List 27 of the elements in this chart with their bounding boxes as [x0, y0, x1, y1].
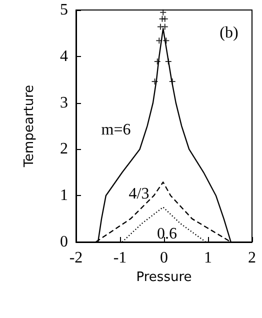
- y-axis-title: Tempearture: [22, 84, 37, 168]
- y-tick-label: 4: [60, 48, 68, 65]
- point: [156, 37, 163, 44]
- annotation: m=6: [101, 122, 131, 138]
- y-tick-label: 5: [60, 2, 68, 18]
- x-tick-label: -1: [113, 250, 127, 266]
- y-tick-label: 2: [60, 140, 68, 158]
- point: [161, 23, 168, 30]
- annotation: 4/3: [128, 186, 150, 202]
- x-axis-title: Pressure: [136, 270, 192, 285]
- point: [156, 23, 164, 30]
- y-tick-label: 0: [60, 234, 68, 250]
- x-tick-label: -2: [69, 250, 83, 266]
- point: [161, 15, 168, 22]
- annotation: (b): [220, 24, 238, 42]
- y-tick-label: 1: [60, 187, 68, 204]
- point: [162, 37, 170, 44]
- y-tick-label: 3: [60, 94, 68, 112]
- x-tick-label: 2: [248, 250, 256, 266]
- point: [164, 58, 172, 66]
- x-tick-label: 1: [204, 250, 212, 266]
- point: [168, 78, 176, 85]
- point: [154, 58, 161, 66]
- x-tick-label: 0: [160, 250, 168, 266]
- point: [160, 8, 167, 16]
- point: [151, 78, 158, 85]
- annotation: 0.6: [157, 226, 177, 242]
